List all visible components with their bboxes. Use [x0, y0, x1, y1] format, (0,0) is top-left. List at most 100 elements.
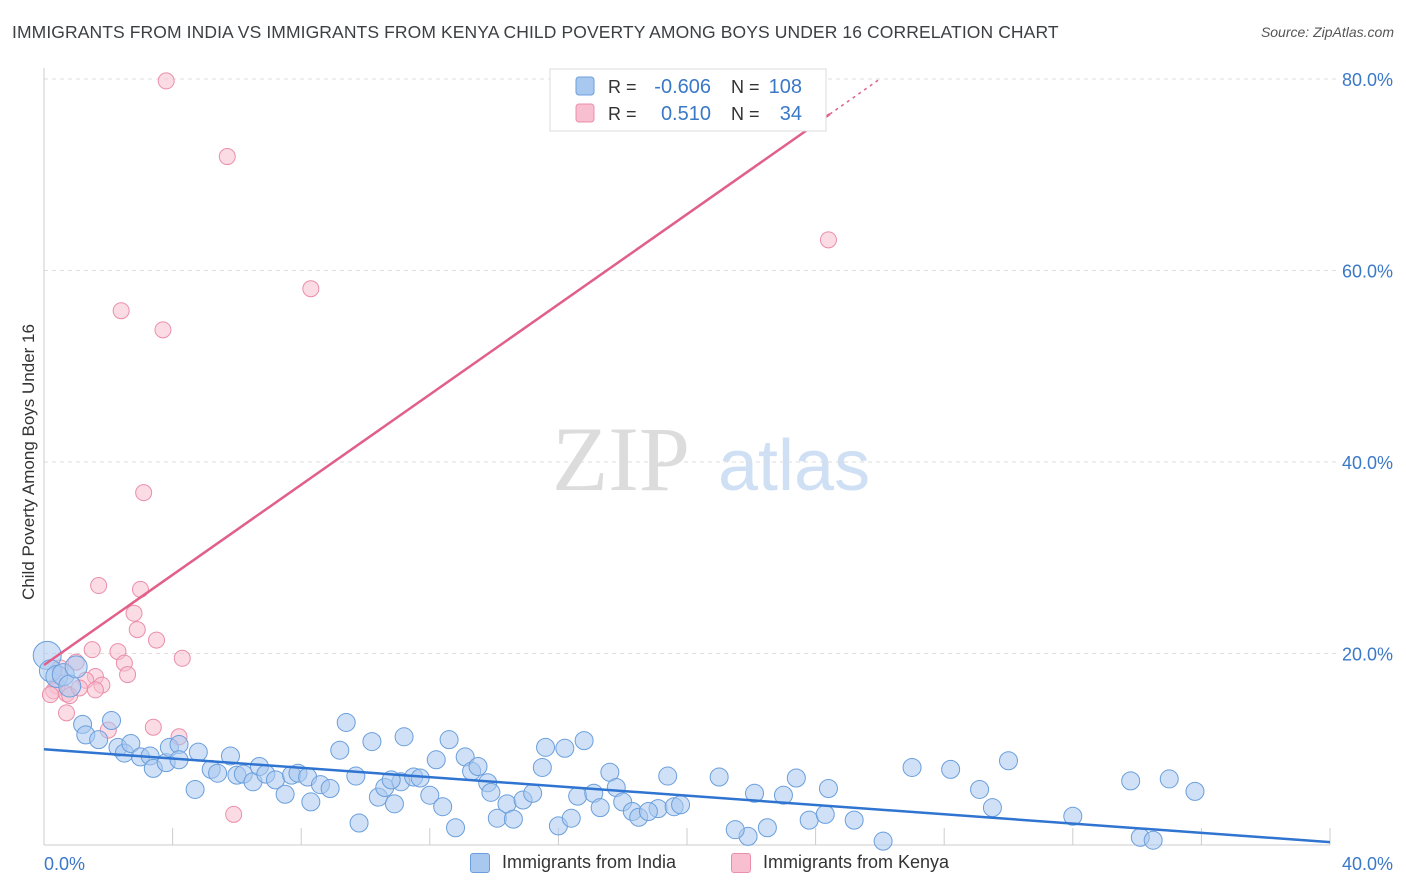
india-point [590, 798, 610, 818]
y-tick-label: 60.0% [1342, 262, 1393, 282]
india-point [481, 782, 501, 802]
kenya-point [225, 805, 243, 823]
india-points [32, 640, 1205, 851]
india-point [503, 809, 523, 829]
kenya-point [819, 231, 837, 249]
india-point [970, 779, 990, 799]
kenya-point [112, 302, 130, 320]
kenya-trend-line-extension [829, 78, 881, 115]
legend-n-label-india: N = [731, 77, 760, 97]
india-point [658, 766, 678, 786]
india-point [799, 810, 819, 830]
kenya-point [302, 280, 320, 298]
kenya-point [41, 686, 59, 704]
india-point [815, 804, 835, 824]
legend-swatch-kenya-bottom [731, 852, 751, 873]
y-axis-label: Child Poverty Among Boys Under 16 [19, 324, 38, 600]
india-point [346, 766, 366, 786]
india-point [818, 779, 838, 799]
kenya-point [125, 604, 143, 622]
india-point [568, 786, 588, 806]
bottom-legend: Immigrants from India Immigrants from Ke… [0, 852, 1406, 878]
india-point [574, 731, 594, 751]
legend-swatch-india [575, 76, 595, 96]
legend-n-value-india: 108 [769, 76, 802, 98]
india-point [58, 674, 82, 698]
grid-lines [44, 78, 1336, 654]
india-point [433, 797, 453, 817]
y-tick-label: 40.0% [1342, 453, 1393, 473]
india-point [426, 750, 446, 770]
india-trend-line [43, 748, 1331, 844]
india-point [420, 785, 440, 805]
india-point [757, 818, 777, 838]
india-point [64, 655, 88, 679]
india-point [275, 784, 295, 804]
india-point [208, 763, 228, 783]
legend-label-india: Immigrants from India [502, 852, 677, 872]
legend-item-kenya[interactable]: Immigrants from Kenya [731, 852, 949, 873]
india-point [89, 730, 109, 750]
india-point [102, 711, 122, 731]
india-point [902, 757, 922, 777]
india-point [121, 734, 141, 754]
kenya-point [173, 649, 191, 667]
legend-swatch-india-bottom [470, 852, 490, 873]
india-point [439, 730, 459, 750]
india-point [523, 783, 543, 803]
tick-labels: 20.0% 40.0% 60.0% 80.0% 0.0% 40.0% [44, 70, 1393, 874]
legend-n-value-kenya: 34 [780, 103, 802, 125]
kenya-point [218, 148, 236, 166]
y-tick-label: 80.0% [1342, 70, 1393, 90]
india-point [532, 757, 552, 777]
chart-title: IMMIGRANTS FROM INDIA VS IMMIGRANTS FROM… [12, 22, 1059, 42]
india-point [555, 738, 575, 758]
watermark-atlas: atlas [718, 426, 870, 506]
kenya-point [144, 718, 162, 736]
india-point [362, 732, 382, 752]
india-point [384, 794, 404, 814]
kenya-point [58, 704, 76, 722]
kenya-point [154, 321, 172, 339]
source-credit: Source: ZipAtlas.com [1260, 24, 1394, 40]
kenya-point [119, 666, 137, 684]
axes [43, 68, 1331, 846]
india-point [873, 831, 893, 851]
kenya-point [83, 641, 101, 659]
india-point [982, 798, 1002, 818]
india-point [536, 737, 556, 757]
india-point [1159, 769, 1179, 789]
kenya-point [90, 577, 108, 595]
india-point [446, 818, 466, 838]
india-point [561, 808, 581, 828]
india-point [773, 785, 793, 805]
legend-r-value-india: -0.606 [654, 76, 711, 98]
legend-box: R = -0.606 N = 108 R = 0.510 N = 34 [549, 68, 827, 132]
trend-lines [43, 78, 1331, 844]
india-point [220, 746, 240, 766]
legend-label-kenya: Immigrants from Kenya [763, 852, 950, 872]
india-point [1185, 781, 1205, 801]
legend-item-india[interactable]: Immigrants from India [470, 852, 676, 873]
legend-r-label-india: R = [608, 77, 637, 97]
india-point [745, 783, 765, 803]
legend-n-label-kenya: N = [731, 104, 760, 124]
india-point [185, 779, 205, 799]
y-tick-label: 20.0% [1342, 645, 1393, 665]
india-point [671, 795, 691, 815]
india-point [725, 820, 745, 840]
x-tick-label: 40.0% [1342, 854, 1393, 874]
legend-swatch-kenya [575, 103, 595, 123]
x-tick-label: 0.0% [44, 854, 85, 874]
legend-r-value-kenya: 0.510 [661, 103, 711, 125]
india-point [999, 751, 1018, 771]
watermark: ZIP atlas [552, 408, 870, 510]
y-axis-label-group: Child Poverty Among Boys Under 16 [19, 324, 38, 600]
india-point [638, 801, 658, 821]
kenya-trend-line [43, 113, 831, 667]
india-point [394, 727, 414, 747]
watermark-zip: ZIP [552, 408, 690, 510]
kenya-point [128, 621, 146, 639]
kenya-point [148, 631, 166, 649]
india-point [349, 813, 369, 833]
